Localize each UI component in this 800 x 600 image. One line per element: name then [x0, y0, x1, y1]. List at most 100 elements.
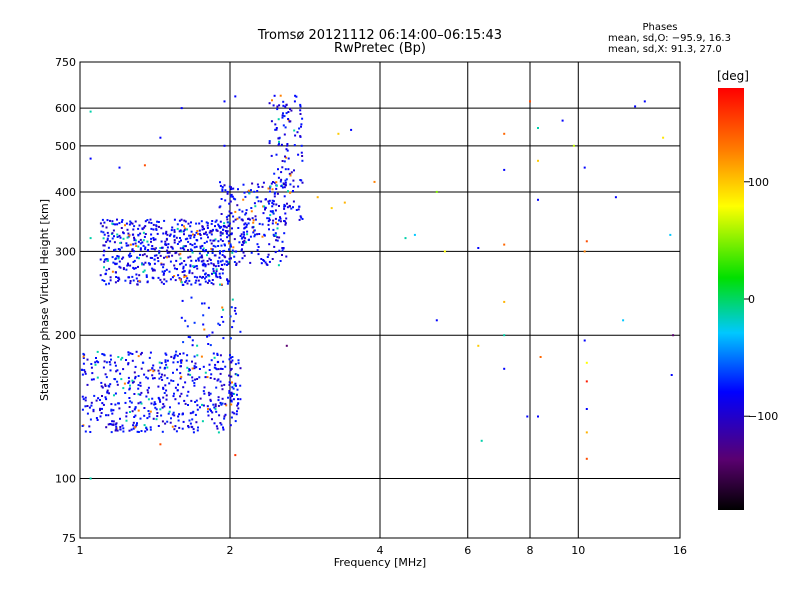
scatter-point [125, 268, 128, 271]
scatter-point [269, 210, 272, 213]
scatter-point [194, 401, 197, 403]
scatter-point [243, 254, 246, 257]
scatter-point [221, 402, 224, 405]
scatter-point [101, 395, 103, 397]
scatter-point [247, 218, 250, 220]
scatter-point [106, 391, 109, 394]
scatter-point [264, 206, 267, 209]
scatter-point [220, 316, 223, 318]
scatter-point [215, 228, 218, 231]
scatter-point [122, 256, 125, 259]
scatter-point [292, 190, 294, 192]
scatter-point [283, 115, 286, 118]
scatter-point [139, 353, 142, 356]
scatter-point [229, 356, 232, 359]
scatter-point [197, 259, 200, 262]
scatter-point [229, 257, 232, 260]
scatter-point [217, 378, 220, 381]
scatter-point [103, 266, 105, 269]
scatter-point [219, 250, 221, 253]
scatter-point [170, 229, 173, 232]
scatter-point [140, 367, 143, 370]
scatter-point [109, 240, 112, 243]
scatter-point [134, 426, 137, 429]
scatter-point [173, 414, 176, 417]
scatter-point [89, 418, 92, 421]
scatter-point [204, 371, 207, 374]
scatter-point [149, 369, 152, 372]
scatter-point [196, 267, 199, 270]
scatter-point [226, 190, 229, 193]
scatter-point [105, 258, 108, 260]
scatter-point [256, 183, 259, 186]
scatter-point [289, 108, 291, 111]
scatter-point [230, 400, 233, 403]
chart-subtitle: RwPretec (Bp) [333, 41, 427, 56]
scatter-point [279, 220, 282, 223]
scatter-point [182, 352, 185, 355]
scatter-point [81, 425, 84, 427]
scatter-point [165, 280, 168, 283]
scatter-point [99, 274, 102, 277]
scatter-point [229, 354, 231, 357]
scatter-point [232, 398, 235, 401]
scatter-point [213, 366, 216, 369]
scatter-point [278, 205, 280, 207]
scatter-point [293, 129, 296, 132]
scatter-point [537, 127, 539, 129]
scatter-point [290, 171, 293, 174]
scatter-point [273, 94, 276, 97]
scatter-point [187, 426, 190, 429]
scatter-point [152, 377, 154, 380]
scatter-point [271, 99, 273, 102]
scatter-point [193, 242, 196, 245]
scatter-point [161, 373, 163, 376]
scatter-point [219, 260, 222, 263]
scatter-point [116, 369, 119, 372]
scatter-point [186, 282, 189, 285]
scatter-point [102, 403, 105, 406]
scatter-point [146, 281, 149, 284]
scatter-point [278, 236, 281, 239]
scatter-point [274, 232, 277, 235]
scatter-point [191, 344, 194, 347]
scatter-point [274, 123, 277, 126]
scatter-point [125, 359, 127, 361]
scatter-point [292, 206, 294, 209]
scatter-point [121, 356, 124, 359]
scatter-point [127, 262, 129, 265]
scatter-point [181, 427, 184, 430]
scatter-point [150, 247, 153, 250]
scatter-point [214, 265, 217, 268]
y-tick-label: 400 [55, 186, 76, 199]
scatter-point [109, 219, 111, 222]
scatter-point [245, 223, 248, 226]
scatter-point [127, 362, 130, 365]
scatter-point [180, 230, 183, 233]
scatter-point [583, 339, 586, 342]
scatter-point [220, 384, 223, 387]
scatter-point [207, 263, 210, 266]
scatter-point [234, 382, 237, 385]
scatter-point [172, 361, 175, 364]
scatter-point [195, 222, 198, 225]
scatter-point [90, 366, 93, 369]
scatter-point [226, 264, 228, 266]
scatter-point [164, 240, 167, 243]
scatter-point [228, 383, 231, 386]
scatter-point [128, 406, 131, 408]
scatter-point [126, 228, 129, 231]
scatter-point [526, 415, 529, 418]
scatter-point [175, 236, 178, 239]
scatter-point [182, 230, 185, 233]
scatter-point [101, 218, 104, 221]
scatter-point [180, 316, 183, 319]
scatter-point [219, 231, 222, 234]
scatter-point [201, 263, 204, 266]
scatter-point [179, 263, 182, 266]
scatter-point [248, 218, 251, 221]
scatter-point [196, 429, 199, 432]
scatter-point [182, 247, 184, 250]
scatter-point [137, 355, 140, 358]
scatter-point [239, 235, 242, 237]
